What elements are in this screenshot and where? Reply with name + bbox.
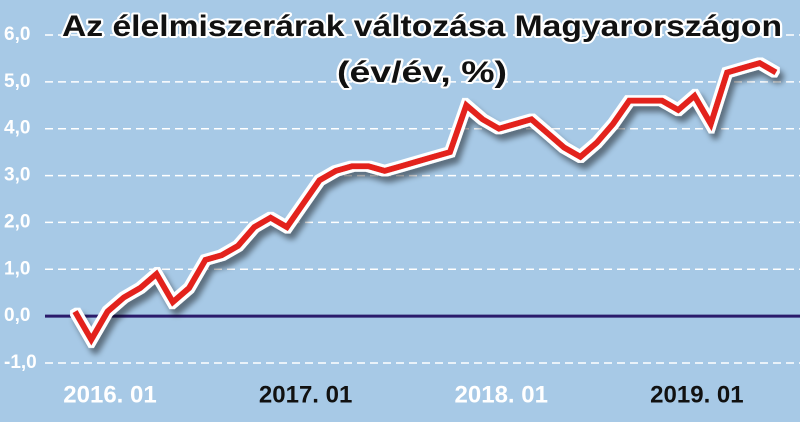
x-tick-label: 2018. 01 [455, 381, 548, 408]
y-tick-label: -1,0 [4, 352, 37, 373]
y-tick-label: 0,0 [4, 305, 30, 326]
data-line [72, 59, 778, 346]
chart-title: Az élelmiszerárak változása Magyarország… [62, 10, 782, 43]
chart-subtitle: (év/év, %) [337, 56, 507, 89]
x-tick-label: 2016. 01 [63, 381, 156, 408]
plot [72, 59, 778, 346]
y-tick-label: 1,0 [4, 258, 30, 279]
y-tick-label: 2,0 [4, 211, 30, 232]
y-tick-label: 5,0 [4, 71, 30, 92]
y-tick-label: 6,0 [4, 24, 30, 45]
x-tick-label: 2019. 01 [650, 381, 743, 408]
y-tick-label: 3,0 [4, 165, 30, 186]
grid [45, 34, 800, 364]
x-tick-label: 2017. 01 [259, 381, 352, 408]
y-tick-label: 4,0 [4, 118, 30, 139]
